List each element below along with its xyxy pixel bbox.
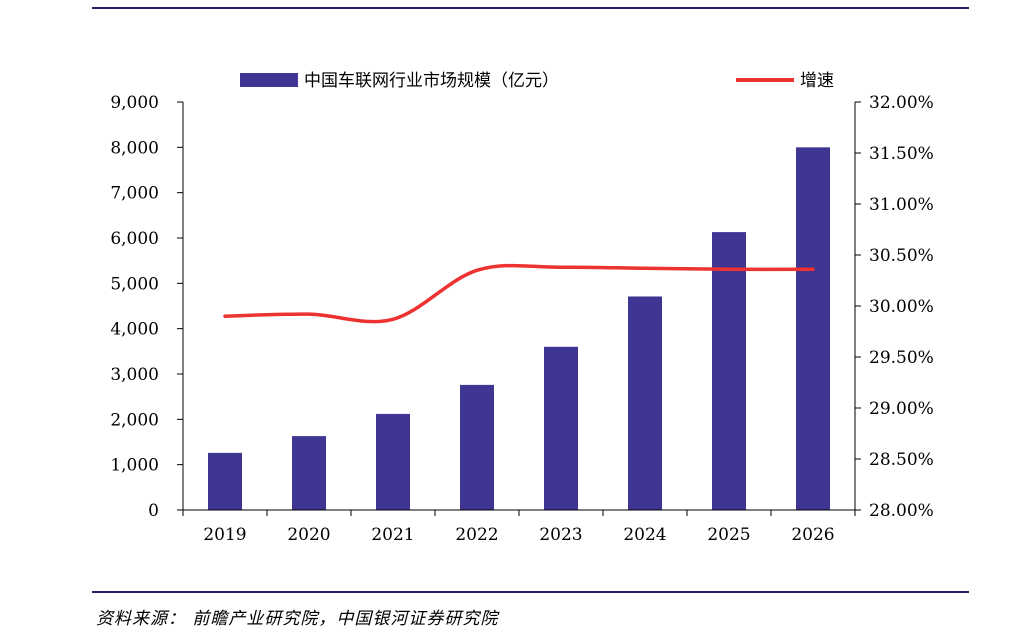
y-right-tick-label: 30.50% xyxy=(869,246,934,266)
y-left-tick-label: 6,000 xyxy=(110,229,159,249)
y-right-tick-label: 31.00% xyxy=(869,195,934,215)
y-left-tick-label: 7,000 xyxy=(110,184,159,204)
legend-bar-label: 中国车联网行业市场规模（亿元） xyxy=(304,71,559,91)
x-tick-label: 2023 xyxy=(539,525,582,545)
legend-bar-swatch xyxy=(240,73,298,87)
y-right-tick-label: 29.00% xyxy=(869,399,934,419)
y-left-tick-label: 8,000 xyxy=(110,138,159,158)
source-note: 资料来源： 前瞻产业研究院，中国银河证券研究院 xyxy=(96,609,499,629)
bottom-rule xyxy=(92,591,969,593)
y-right-tick-label: 29.50% xyxy=(869,348,934,368)
x-tick-label: 2022 xyxy=(455,525,498,545)
y-left-tick-label: 0 xyxy=(148,501,159,521)
legend: 中国车联网行业市场规模（亿元） 增速 xyxy=(240,71,834,91)
bar-2025 xyxy=(712,232,746,510)
bar-2019 xyxy=(208,452,242,510)
bar-2021 xyxy=(376,413,410,510)
y-left-tick-label: 3,000 xyxy=(110,365,159,385)
top-rule xyxy=(92,7,969,9)
growth-line xyxy=(223,263,815,324)
y-left-tick-label: 1,000 xyxy=(110,456,159,476)
x-tick-label: 2021 xyxy=(371,525,414,545)
y-right-tick-label: 30.00% xyxy=(869,297,934,317)
legend-line-label: 增速 xyxy=(800,71,834,91)
x-tick-label: 2026 xyxy=(791,525,834,545)
x-tick-label: 2019 xyxy=(203,525,246,545)
bar-2023 xyxy=(544,346,578,510)
axes: 0 1,000 2,000 3,000 4,000 5,000 6,000 7,000 8,00… xyxy=(110,93,934,545)
x-tick-label: 2024 xyxy=(623,525,666,545)
y-right-tick-label: 28.00% xyxy=(869,501,934,521)
bar-2026 xyxy=(796,147,830,511)
y-right-tick-label: 31.50% xyxy=(869,144,934,164)
combo-chart: 中国车联网行业市场规模（亿元） 增速 0 1,000 2,000 3,000 4,000… xyxy=(110,71,934,545)
bar-2020 xyxy=(292,436,326,510)
x-tick-label: 2025 xyxy=(707,525,750,545)
y-right-tick-label: 28.50% xyxy=(869,450,934,470)
y-left-tick-label: 5,000 xyxy=(110,274,159,294)
y-right-tick-label: 32.00% xyxy=(869,93,934,113)
x-tick-label: 2020 xyxy=(287,525,330,545)
bar-2022 xyxy=(460,384,494,510)
bars xyxy=(208,147,830,511)
y-left-tick-label: 2,000 xyxy=(110,410,159,430)
growth-line-series xyxy=(223,263,815,324)
bar-2024 xyxy=(628,296,662,510)
y-left-tick-label: 4,000 xyxy=(110,320,159,340)
y-left-tick-label: 9,000 xyxy=(110,93,159,113)
